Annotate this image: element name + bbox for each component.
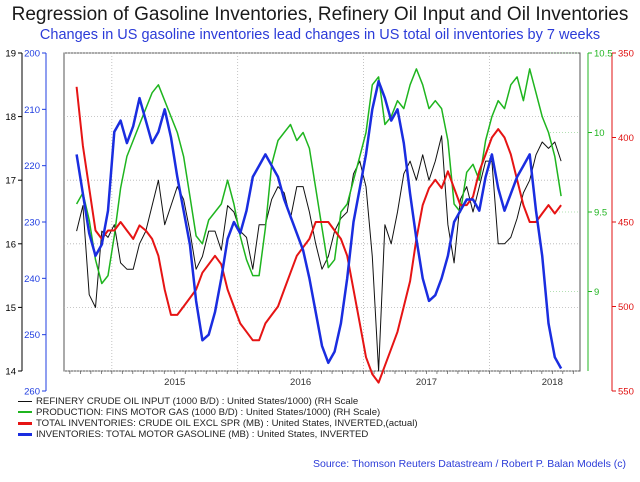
legend-label-production: PRODUCTION: FINS MOTOR GAS (1000 B/D) : … [36, 407, 381, 418]
axis-tick-label-right-inner: 9 [594, 287, 599, 298]
series-line-0 [76, 135, 562, 372]
axis-tick-label-left-outer: 17 [5, 176, 16, 187]
chart-subtitle: Changes in US gasoline inventories lead … [39, 27, 601, 43]
legend-item-gasoline: INVENTORIES: TOTAL MOTOR GASOLINE (MB) :… [18, 429, 618, 440]
legend-label-gasoline: INVENTORIES: TOTAL MOTOR GASOLINE (MB) :… [36, 429, 369, 440]
axis-tick-label-left-inner: 230 [24, 218, 40, 229]
x-tick-label: 2017 [416, 377, 437, 388]
legend-item-production: PRODUCTION: FINS MOTOR GAS (1000 B/D) : … [18, 407, 618, 418]
axis-tick-label-left-outer: 14 [5, 367, 16, 378]
legend-item-refinery: REFINERY CRUDE OIL INPUT (1000 B/D) : Un… [18, 396, 618, 407]
x-tick-label: 2016 [290, 377, 311, 388]
axis-tick-label-left-outer: 19 [5, 49, 16, 60]
source-note: Source: Thomson Reuters Datastream / Rob… [312, 458, 626, 470]
axis-tick-label-left-outer: 18 [5, 112, 16, 123]
legend-item-total-inventories: TOTAL INVENTORIES: CRUDE OIL EXCL SPR (M… [18, 418, 618, 429]
x-tick-label: 2015 [164, 377, 185, 388]
axis-tick-label-right-inner: 10 [594, 128, 605, 139]
series-line-2 [75, 86, 562, 384]
axis-tick-label-left-outer: 15 [5, 303, 16, 314]
legend: REFINERY CRUDE OIL INPUT (1000 B/D) : Un… [18, 396, 618, 440]
legend-swatch-refinery [18, 400, 32, 402]
axis-tick-label-right-inner: 10.5 [594, 49, 613, 60]
axis-tick-label-left-inner: 200 [24, 49, 40, 60]
axis-tick-label-left-inner: 240 [24, 274, 40, 285]
legend-label-total-inventories: TOTAL INVENTORIES: CRUDE OIL EXCL SPR (M… [36, 418, 418, 429]
axis-tick-label-left-inner: 210 [24, 105, 40, 116]
axis-tick-label-left-inner: 250 [24, 330, 40, 341]
x-tick-label: 2018 [542, 377, 563, 388]
chart-title: Regression of Gasoline Inventories, Refi… [11, 4, 629, 25]
axis-tick-label-right-outer: 350 [618, 49, 634, 60]
axis-tick-label-left-inner: 260 [24, 387, 40, 398]
axis-tick-label-left-outer: 16 [5, 239, 16, 250]
series-line-3 [75, 79, 563, 370]
series-line-1 [75, 68, 562, 285]
axis-tick-label-left-inner: 220 [24, 161, 40, 172]
legend-swatch-gasoline [18, 432, 32, 436]
axis-tick-label-right-outer: 500 [618, 302, 634, 313]
axis-tick-label-right-outer: 450 [618, 218, 634, 229]
legend-label-refinery: REFINERY CRUDE OIL INPUT (1000 B/D) : Un… [36, 396, 359, 407]
legend-swatch-total-inventories [18, 421, 32, 425]
axis-tick-label-right-outer: 550 [618, 387, 634, 398]
axis-tick-label-right-outer: 400 [618, 133, 634, 144]
legend-swatch-production [18, 411, 32, 414]
axis-tick-label-right-inner: 9.5 [594, 208, 607, 219]
